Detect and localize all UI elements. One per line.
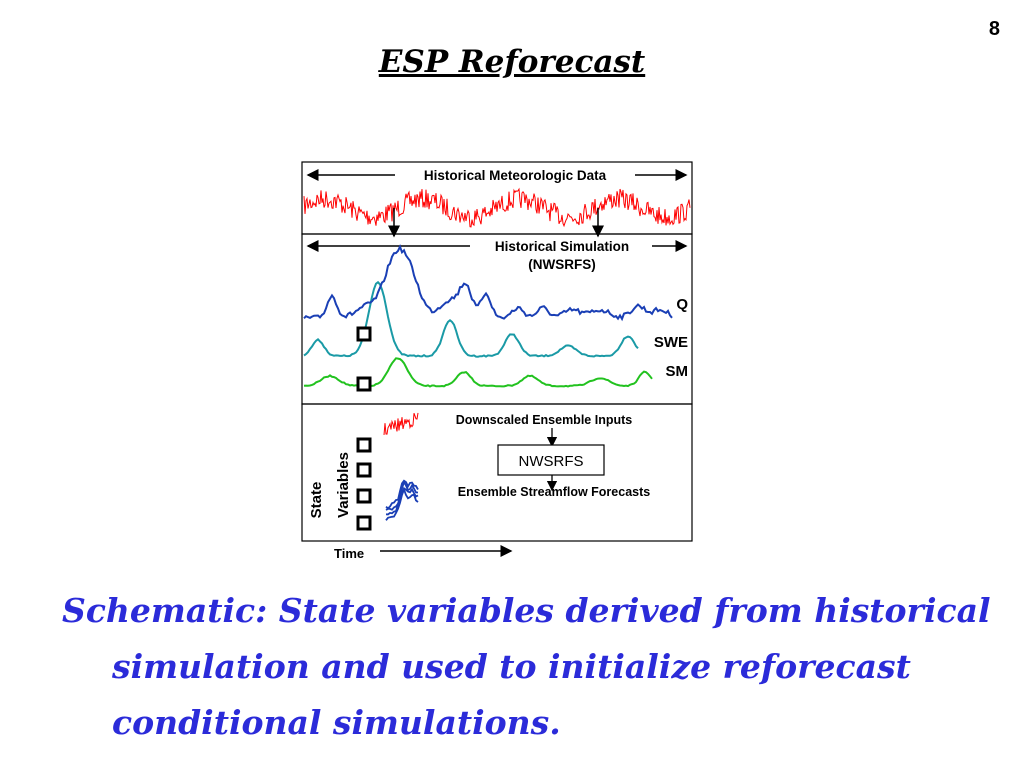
state-box-4: [356, 515, 372, 531]
swe-state-marker: [356, 326, 372, 342]
panel-ensemble-reforecast: [301, 403, 693, 542]
sim-label-line2: (NWSRFS): [528, 257, 596, 272]
sm-series-label: SM: [666, 363, 689, 380]
state-box-2: [356, 462, 372, 478]
ensemble-trace-2: [385, 487, 419, 516]
time-label: Time: [334, 546, 364, 561]
state-box-1: [356, 437, 372, 453]
slide-title: ESP Reforecast: [378, 44, 646, 80]
q-series: [303, 243, 673, 322]
q-series-label: Q: [676, 296, 688, 313]
sm-series: [303, 357, 653, 388]
ensemble-streamflow-series: [385, 479, 419, 521]
state-label-line1: State: [308, 482, 325, 519]
slide-caption: Schematic: State variables derived from …: [62, 591, 991, 742]
sm-state-marker: [356, 376, 372, 392]
ensemble-trace-4: [385, 479, 419, 510]
nwsrfs-model-label: NWSRFS: [519, 453, 584, 470]
met-data-series: [303, 187, 691, 228]
ensemble-forecasts-label: Ensemble Streamflow Forecasts: [458, 485, 650, 499]
esp-schematic-diagram: Historical Meteorologic Data Historical …: [301, 161, 693, 561]
met-data-label: Historical Meteorologic Data: [424, 168, 607, 183]
ensemble-inputs-label: Downscaled Ensemble Inputs: [456, 413, 632, 427]
ensemble-trace-3: [385, 479, 419, 511]
state-box-3: [356, 488, 372, 504]
page-number: 8: [988, 18, 1000, 40]
swe-series: [303, 280, 639, 358]
sim-label-line1: Historical Simulation: [495, 239, 629, 254]
nwsrfs-model-box: [497, 444, 605, 476]
state-label-line2: Variables: [335, 452, 352, 518]
ensemble-inputs-series: [383, 412, 419, 435]
swe-series-label: SWE: [654, 334, 688, 351]
